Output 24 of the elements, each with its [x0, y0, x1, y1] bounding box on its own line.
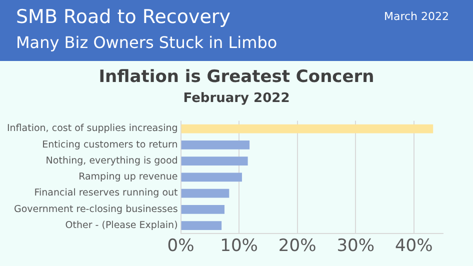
x-tick-label: 0%: [167, 236, 194, 256]
bar: [181, 204, 224, 214]
text: March 2022: [384, 10, 449, 23]
chart-title: Inflation is Greatest Concern: [98, 67, 376, 87]
x-tick-label: 10%: [220, 236, 258, 256]
text: SMB Road to Recovery: [16, 6, 230, 28]
bar: [181, 172, 242, 182]
x-tick-label: 30%: [336, 236, 374, 256]
y-tick-label: Nothing, everything is good: [46, 155, 178, 166]
bar: [181, 156, 248, 166]
y-tick-label: Enticing customers to return: [42, 139, 178, 150]
text: Many Biz Owners Stuck in Limbo: [16, 33, 278, 52]
y-tick-label: Other - (Please Explain): [65, 220, 178, 232]
y-tick-label: Ramping up revenue: [78, 172, 178, 183]
bar: [181, 221, 222, 230]
x-tick-label: 20%: [278, 236, 316, 256]
x-tick-label: 40%: [394, 236, 433, 256]
chart-subtitle: February 2022: [182, 91, 291, 106]
y-tick-label: Financial reserves running out: [34, 188, 178, 199]
bar: [181, 188, 230, 198]
bar: [181, 140, 250, 150]
y-tick-label: Inflation, cost of supplies increasing: [6, 123, 178, 134]
y-tick-label: Government re-closing businesses: [14, 204, 178, 215]
bar: [181, 124, 434, 134]
